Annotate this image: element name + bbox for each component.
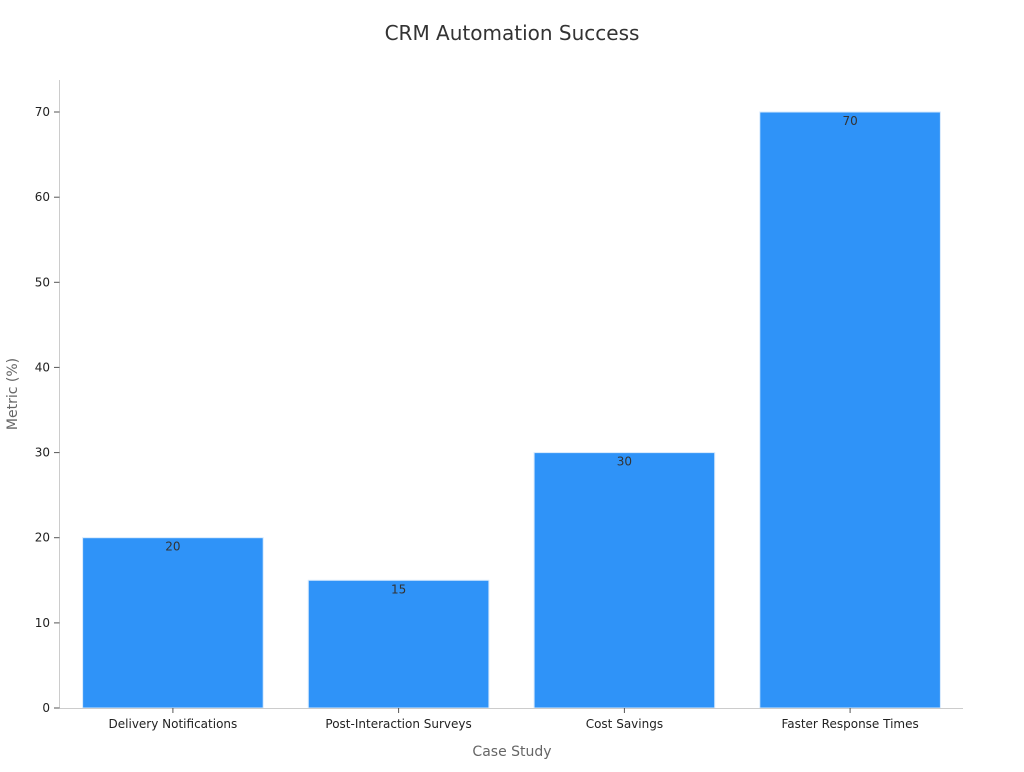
- x-tick-label-0: Delivery Notifications: [109, 717, 238, 731]
- bar-labels-group: 20 15 30 70: [165, 114, 857, 596]
- y-tick-label-3: 30: [35, 446, 50, 460]
- x-tick-label-1: Post-Interaction Surveys: [325, 717, 471, 731]
- x-ticks-group: Delivery Notifications Post-Interaction S…: [109, 708, 919, 731]
- y-tick-label-2: 20: [35, 531, 50, 545]
- y-tick-label-0: 0: [42, 701, 50, 715]
- y-tick-label-4: 40: [35, 360, 50, 374]
- bar-data-label-2: 30: [617, 455, 632, 469]
- bar-3: [759, 111, 941, 709]
- y-tick-label-1: 10: [35, 616, 50, 630]
- y-axis-label: Metric (%): [5, 358, 21, 430]
- bar-1: [307, 579, 490, 709]
- y-ticks-group: 0 10 20 30 40 50 60 70: [35, 105, 60, 715]
- bar-2: [533, 452, 716, 709]
- bar-0: [82, 537, 264, 709]
- x-tick-label-2: Cost Savings: [586, 717, 663, 731]
- y-tick-label-5: 50: [35, 275, 50, 289]
- x-tick-label-3: Faster Response Times: [781, 717, 918, 731]
- bar-data-label-1: 15: [391, 582, 406, 596]
- bar-data-label-3: 70: [842, 114, 857, 128]
- bars-group: [82, 111, 941, 709]
- y-tick-label-7: 70: [35, 105, 50, 119]
- x-axis-label: Case Study: [472, 744, 551, 760]
- bar-data-label-0: 20: [165, 540, 180, 554]
- chart-title: CRM Automation Success: [385, 21, 640, 45]
- y-tick-label-6: 60: [35, 190, 50, 204]
